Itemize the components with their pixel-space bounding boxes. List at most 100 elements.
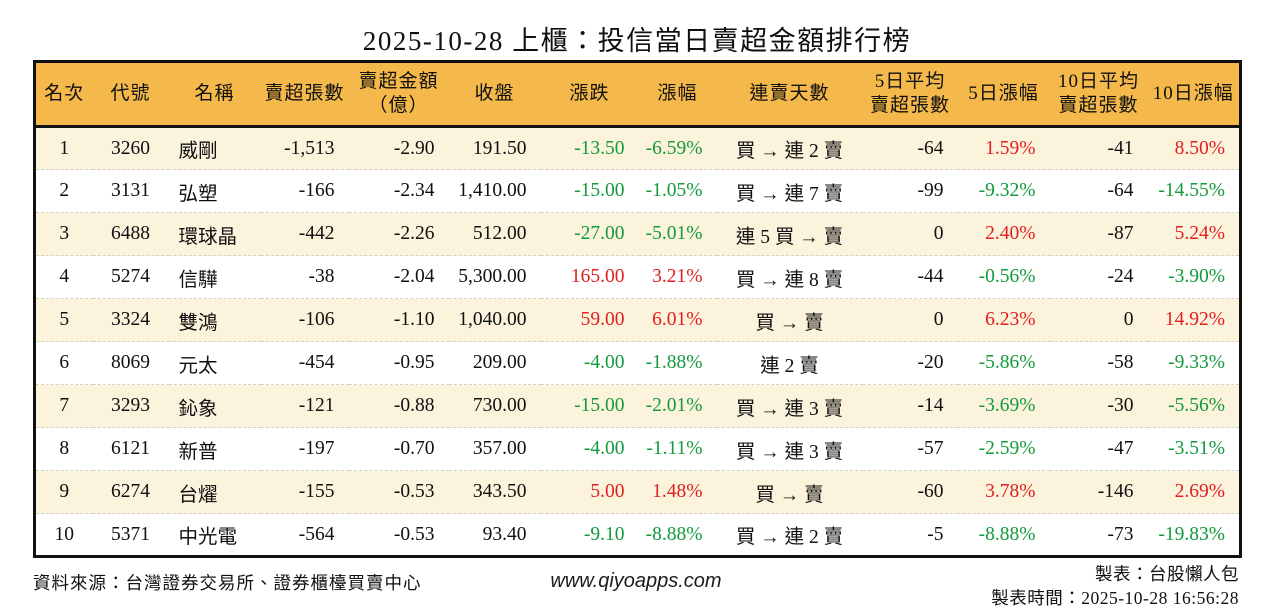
table-cell: -454 [260, 341, 349, 385]
table-cell: 59.00 [540, 298, 639, 342]
table-row: 10 5371 中光電 -564 -0.53 93.40 -9.10 -8.88% 買 → 連 … [34, 513, 1241, 557]
table-cell: -60 [862, 470, 958, 514]
table-cell: -0.88 [348, 384, 449, 428]
table-cell: -442 [260, 212, 349, 256]
table-cell: -64 [1049, 169, 1148, 213]
table-cell: 1,040.00 [448, 298, 541, 342]
table-cell: 買 → 賣 [716, 470, 863, 514]
table-cell: 弘塑 [168, 169, 261, 213]
table-cell: -24 [1049, 255, 1148, 299]
table-cell: -0.53 [348, 470, 449, 514]
table-cell: 512.00 [448, 212, 541, 256]
table-cell: -5.86% [957, 341, 1050, 385]
table-cell: -121 [260, 384, 349, 428]
table-row: 8 6121 新普 -197 -0.70 357.00 -4.00 -1.11% 買 → 連 3… [34, 427, 1241, 471]
table-body: 1 3260 威剛 -1,513 -2.90 191.50 -13.50 -6.59% 買 → … [34, 126, 1241, 557]
maker-label: 製表：台股懶人包 [1095, 564, 1239, 584]
table-cell: -73 [1049, 513, 1148, 557]
table-cell: -3.90% [1147, 255, 1241, 299]
table-cell: 環球晶 [168, 212, 261, 256]
table-cell: 6.01% [638, 298, 717, 342]
ranking-table: 名次 代號 名稱 賣超張數 賣超金額 （億） 收盤 漲跌 漲幅 連賣天數 5日平均 賣超張數 5日漲… [33, 60, 1242, 558]
table-cell: -3.69% [957, 384, 1050, 428]
table-cell: 0 [1049, 298, 1148, 342]
table-cell: -2.59% [957, 427, 1050, 471]
table-cell: 1,410.00 [448, 169, 541, 213]
table-cell: -106 [260, 298, 349, 342]
table-cell: 14.92% [1147, 298, 1241, 342]
table-cell: 357.00 [448, 427, 541, 471]
table-cell: 威剛 [178, 141, 218, 162]
column-header: 連賣天數 [716, 61, 863, 128]
table-cell: 8069 [92, 341, 169, 385]
column-header: 5日平均 賣超張數 [862, 61, 958, 128]
table-cell: -87 [1049, 212, 1148, 256]
table-cell: 2.40% [957, 212, 1050, 256]
column-header: 10日平均 賣超張數 [1049, 61, 1148, 128]
ranking-table-container: 名次 代號 名稱 賣超張數 賣超金額 （億） 收盤 漲跌 漲幅 連賣天數 5日平均 賣超張數 5日漲… [33, 60, 1242, 558]
table-cell: -1.88% [638, 341, 717, 385]
table-cell: 6.23% [957, 298, 1050, 342]
column-header: 代號 [92, 61, 169, 128]
column-header: 賣超張數 [260, 61, 349, 128]
table-cell: -4.00 [540, 427, 639, 471]
table-cell: -38 [260, 255, 349, 299]
table-cell: -2.34 [348, 169, 449, 213]
column-header: 漲跌 [540, 61, 639, 128]
table-cell: 元太 [168, 341, 261, 385]
table-cell: -4.00 [540, 341, 639, 385]
table-row: 3 6488 環球晶 -442 -2.26 512.00 -27.00 -5.01% 連 5 買… [34, 212, 1241, 256]
table-cell: 連 5 買 → 賣 [716, 212, 863, 256]
table-cell: 買 → 連 2 賣 [716, 513, 863, 557]
table-cell: 6488 [92, 212, 169, 256]
table-cell: -14.55% [1147, 169, 1241, 213]
table-cell: 8.50% [1174, 137, 1225, 159]
table-cell: 鈊象 [168, 384, 261, 428]
table-cell: 6121 [92, 427, 169, 471]
column-header: 10日漲幅 [1147, 61, 1241, 128]
table-cell: -57 [862, 427, 958, 471]
table-row: 9 6274 台燿 -155 -0.53 343.50 5.00 1.48% 買 → 賣 -60 3… [34, 470, 1241, 514]
table-cell: -5 [862, 513, 958, 557]
table-cell: -564 [260, 513, 349, 557]
page-title: 2025-10-28 上櫃：投信當日賣超金額排行榜 [362, 26, 912, 56]
table-cell: 買 → 連 2 賣 [735, 141, 844, 162]
table-cell: 191.50 [472, 137, 527, 159]
table-cell: -30 [1049, 384, 1148, 428]
table-cell: 連 2 賣 [716, 341, 863, 385]
table-cell: 3131 [92, 169, 169, 213]
table-cell: 5.00 [540, 470, 639, 514]
table-cell: 5 [34, 298, 93, 342]
table-cell: -0.56% [957, 255, 1050, 299]
table-cell: 2.69% [1147, 470, 1241, 514]
table-cell: 7 [34, 384, 93, 428]
table-cell: 343.50 [448, 470, 541, 514]
table-cell: 6274 [92, 470, 169, 514]
table-cell: -8.88% [638, 513, 717, 557]
table-cell: -64 [917, 137, 944, 159]
table-row: 6 8069 元太 -454 -0.95 209.00 -4.00 -1.88% 連 2 賣 -2… [34, 341, 1241, 385]
table-cell: 0 [862, 298, 958, 342]
table-cell: 2 [34, 169, 93, 213]
table-cell: -1,513 [284, 137, 335, 159]
table-cell: -1.10 [348, 298, 449, 342]
table-cell: -9.10 [540, 513, 639, 557]
made-time-label: 製表時間：2025-10-28 16:56:28 [991, 588, 1239, 609]
table-cell: 1.59% [985, 137, 1036, 159]
table-cell: 1 [59, 137, 70, 159]
table-cell: -1.11% [638, 427, 717, 471]
table-cell: 5371 [92, 513, 169, 557]
column-header: 5日漲幅 [957, 61, 1050, 128]
table-cell: 新普 [168, 427, 261, 471]
table-cell: 1.48% [638, 470, 717, 514]
table-cell: 中光電 [168, 513, 261, 557]
table-cell: 3.21% [638, 255, 717, 299]
table-cell: 買 → 連 3 賣 [716, 427, 863, 471]
column-header: 名稱 [168, 61, 261, 128]
table-cell: -5.56% [1147, 384, 1241, 428]
table-row: 7 3293 鈊象 -121 -0.88 730.00 -15.00 -2.01% 買 → 連 … [34, 384, 1241, 428]
table-cell: 0 [862, 212, 958, 256]
website-watermark: www.qiyoapps.com [550, 570, 722, 592]
table-cell: -2.01% [638, 384, 717, 428]
